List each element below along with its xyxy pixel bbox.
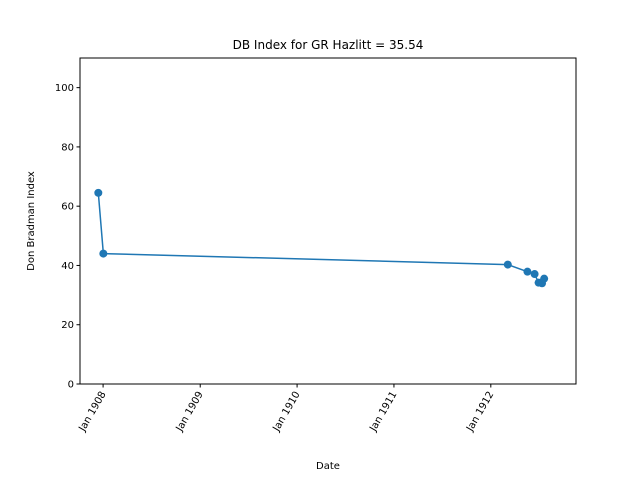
data-point	[99, 249, 108, 258]
data-point	[503, 260, 512, 269]
y-tick-label: 0	[68, 380, 74, 391]
y-tick-label: 40	[61, 261, 74, 272]
x-axis-label: Date	[316, 461, 340, 472]
y-tick-label: 20	[61, 320, 74, 331]
chart-title: DB Index for GR Hazlitt = 35.54	[233, 38, 424, 52]
y-tick-label: 100	[55, 83, 74, 94]
y-axis: 0 20 40 60 80 100	[55, 83, 80, 391]
data-point	[94, 188, 103, 197]
series-layer	[94, 188, 549, 288]
plot-frame	[79, 57, 577, 385]
data-point	[530, 270, 539, 279]
y-tick-label: 80	[61, 142, 74, 153]
data-point	[540, 274, 549, 283]
data-point	[523, 267, 532, 276]
y-tick-label: 60	[61, 202, 74, 213]
y-axis-label: Don Bradman Index	[26, 171, 37, 271]
